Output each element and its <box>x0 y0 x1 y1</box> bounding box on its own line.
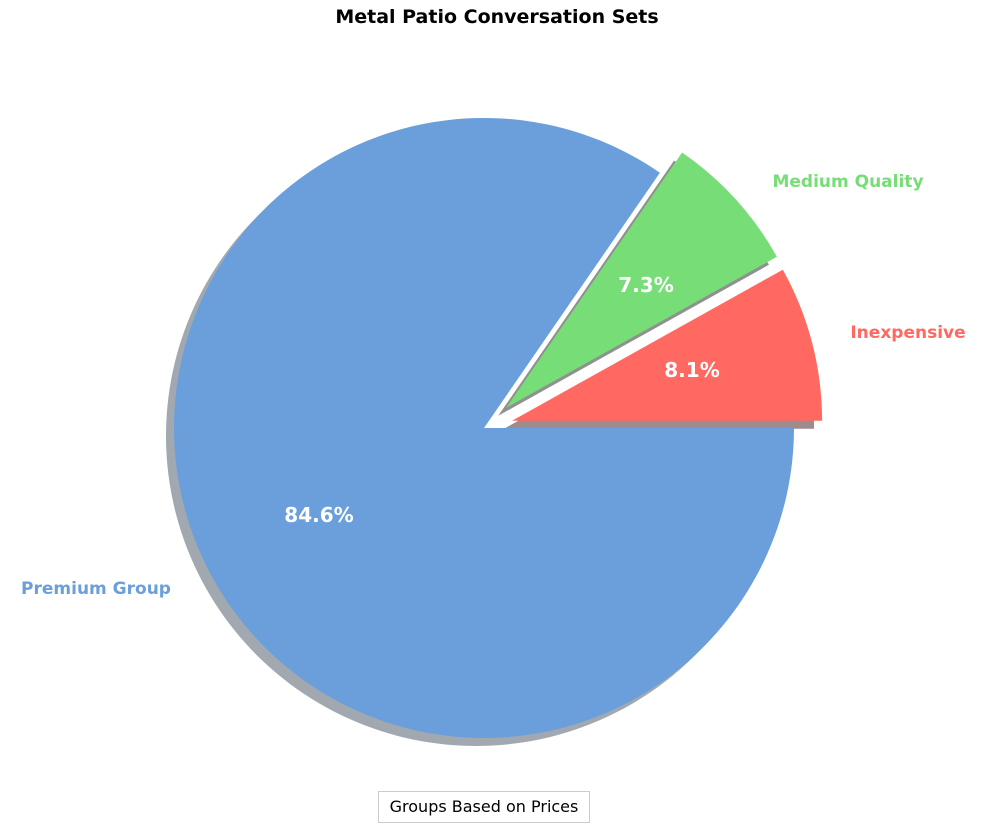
category-label-inexpensive: Inexpensive <box>850 323 965 343</box>
pct-label-premium: 84.6% <box>284 503 353 527</box>
legend-title: Groups Based on Prices <box>389 797 579 816</box>
slice-inexpensive[interactable] <box>512 269 823 421</box>
pct-label-medium: 7.3% <box>618 273 673 297</box>
chart-title: Metal Patio Conversation Sets <box>335 6 659 28</box>
pct-label-inexpensive: 8.1% <box>664 358 719 382</box>
slice-medium-quality[interactable] <box>506 152 777 408</box>
category-label-medium: Medium Quality <box>772 172 923 192</box>
category-label-premium: Premium Group <box>21 579 171 599</box>
slice-premium-group[interactable] <box>173 117 794 738</box>
legend-box: Groups Based on Prices <box>378 791 590 823</box>
